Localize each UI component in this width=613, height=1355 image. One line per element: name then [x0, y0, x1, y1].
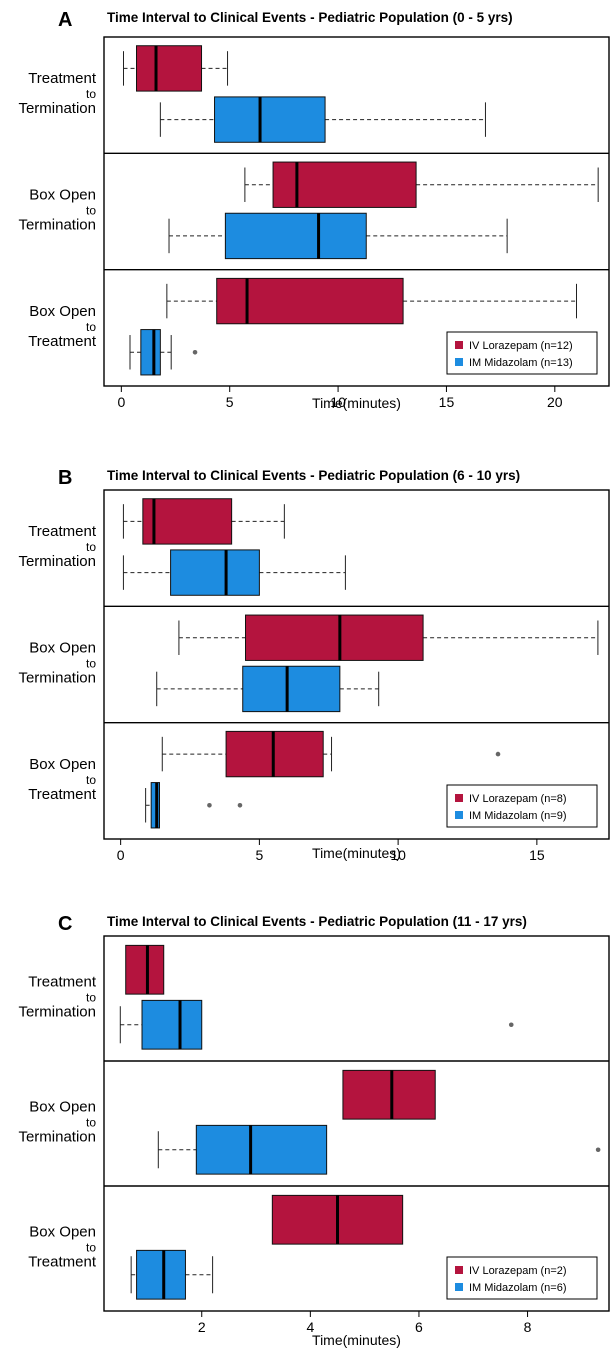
category-label: Box Open	[29, 1224, 96, 1241]
legend-box	[446, 331, 598, 375]
panel-b: B Time Interval to Clinical Events - Pedi…	[18, 467, 610, 863]
x-tick-label: 15	[529, 847, 545, 863]
category-label: Termination	[18, 100, 96, 117]
category-label: Termination	[18, 553, 96, 570]
box-iqr	[245, 614, 424, 661]
box-iqr	[272, 161, 417, 208]
category-label: Treatment	[28, 1254, 97, 1271]
x-tick-label: 2	[198, 1319, 206, 1335]
chart-title: Time Interval to Clinical Events - Pedia…	[107, 468, 520, 483]
chart-title: Time Interval to Clinical Events - Pedia…	[107, 914, 527, 929]
panel-a: A Time Interval to Clinical Events - Pedi…	[18, 9, 610, 411]
panel-c: C Time Interval to Clinical Events - Pedi…	[18, 913, 610, 1348]
category-label: to	[86, 204, 96, 218]
x-tick-label: 4	[306, 1319, 314, 1335]
x-tick-label: 5	[226, 394, 234, 410]
legend-box	[446, 1256, 598, 1300]
legend-swatch	[455, 341, 463, 349]
outlier-point	[495, 751, 501, 757]
x-tick-label: 6	[415, 1319, 423, 1335]
category-label: Box Open	[29, 187, 96, 204]
box-iqr	[214, 96, 326, 143]
legend-swatch	[455, 358, 463, 366]
x-axis-label: Time(minutes)	[312, 845, 401, 861]
category-label: Treatment	[28, 70, 97, 87]
legend-swatch	[455, 1283, 463, 1291]
category-label: to	[86, 1116, 96, 1130]
box-iqr	[242, 665, 341, 713]
box-iqr	[216, 277, 404, 325]
box-iqr	[342, 1069, 436, 1120]
outlier-point	[192, 349, 198, 355]
category-label: to	[86, 657, 96, 671]
box-iqr	[195, 1124, 328, 1175]
box-iqr	[170, 549, 260, 596]
chart-title: Time Interval to Clinical Events - Pedia…	[107, 10, 513, 25]
legend-box	[446, 784, 598, 828]
category-label: to	[86, 87, 96, 101]
x-tick-label: 10	[390, 847, 406, 863]
x-tick-label: 15	[439, 394, 455, 410]
category-label: Box Open	[29, 1099, 96, 1116]
outlier-point	[595, 1147, 601, 1153]
legend-swatch	[455, 794, 463, 802]
box-iqr	[224, 212, 367, 260]
box-iqr	[136, 1249, 186, 1300]
legend-label: IM Midazolam (n=13)	[469, 357, 573, 369]
category-label: to	[86, 991, 96, 1005]
box-iqr	[125, 944, 165, 995]
plot-frame	[103, 489, 610, 840]
box-iqr	[136, 45, 203, 92]
category-label: Termination	[18, 1129, 96, 1146]
category-label: Box Open	[29, 303, 96, 320]
box-iqr	[142, 498, 233, 545]
x-tick-label: 20	[547, 394, 563, 410]
category-label: Box Open	[29, 756, 96, 773]
category-label: Termination	[18, 670, 96, 687]
legend-label: IM Midazolam (n=6)	[469, 1282, 567, 1294]
x-tick-label: 10	[330, 394, 346, 410]
legend-label: IV Lorazepam (n=8)	[469, 793, 567, 805]
outlier-point	[237, 802, 243, 808]
outlier-point	[508, 1022, 514, 1028]
x-tick-label: 8	[524, 1319, 532, 1335]
category-label: Treatment	[28, 333, 97, 350]
x-tick-label: 0	[117, 847, 125, 863]
x-axis-label: Time(minutes)	[312, 1332, 401, 1348]
category-label: Treatment	[28, 786, 97, 803]
category-label: Treatment	[28, 974, 97, 991]
plot-frame	[103, 36, 610, 387]
category-label: Termination	[18, 1004, 96, 1021]
panel-label: B	[58, 467, 72, 489]
x-tick-label: 0	[117, 394, 125, 410]
x-axis-label: Time(minutes)	[312, 395, 401, 411]
legend-label: IV Lorazepam (n=12)	[469, 340, 573, 352]
category-label: to	[86, 773, 96, 787]
box-iqr	[140, 329, 161, 376]
box-iqr	[141, 999, 203, 1050]
legend-label: IV Lorazepam (n=2)	[469, 1265, 567, 1277]
outlier-point	[207, 802, 212, 808]
panel-label: C	[58, 913, 72, 935]
category-label: Treatment	[28, 523, 97, 540]
category-label: to	[86, 540, 96, 554]
x-tick-label: 5	[255, 847, 263, 863]
legend-swatch	[455, 1266, 463, 1274]
category-label: Termination	[18, 217, 96, 234]
legend-label: IM Midazolam (n=9)	[469, 810, 567, 822]
category-label: to	[86, 320, 96, 334]
category-label: to	[86, 1241, 96, 1255]
legend-swatch	[455, 811, 463, 819]
category-label: Box Open	[29, 640, 96, 657]
plot-frame	[103, 935, 610, 1312]
panel-label: A	[58, 9, 72, 31]
